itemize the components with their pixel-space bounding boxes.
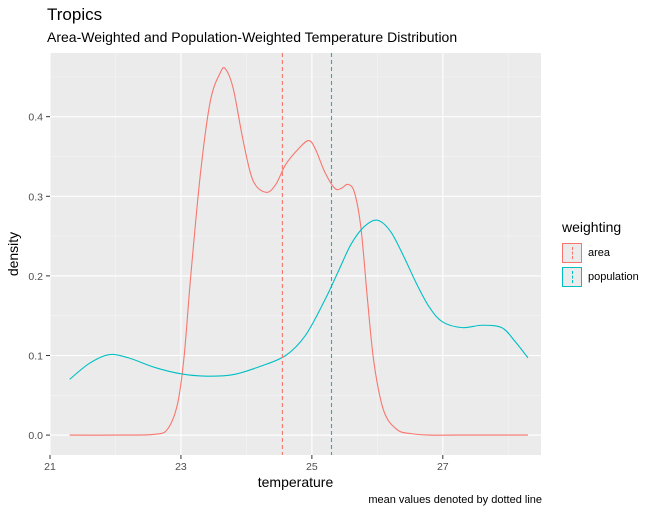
- chart-caption: mean values denoted by dotted line: [368, 494, 542, 506]
- legend-label-population: population: [588, 271, 639, 283]
- y-tick-label: 0.2: [28, 271, 43, 283]
- legend-title: weighting: [562, 219, 622, 235]
- y-tick-label: 0.1: [28, 350, 43, 362]
- x-tick-label: 23: [175, 461, 187, 473]
- plot-panel: [50, 53, 541, 455]
- x-tick-label: 27: [437, 461, 449, 473]
- y-axis-label: density: [5, 232, 21, 276]
- legend-label-area: area: [588, 247, 611, 259]
- legend-key-population: [562, 267, 582, 287]
- x-tick-label: 25: [306, 461, 318, 473]
- chart-subtitle: Area-Weighted and Population-Weighted Te…: [47, 29, 458, 45]
- y-tick-label: 0.3: [28, 191, 43, 203]
- legend-key-area: [562, 243, 582, 263]
- x-axis-label: temperature: [258, 474, 334, 490]
- density-line-population: [69, 219, 529, 380]
- y-tick-label: 0.0: [28, 430, 43, 442]
- y-tick-label: 0.4: [28, 112, 43, 124]
- chart-title: Tropics: [47, 5, 103, 24]
- legend-item-area: area: [562, 241, 639, 265]
- x-tick-label: 21: [44, 461, 56, 473]
- legend-item-population: population: [562, 265, 639, 289]
- density-line-area: [69, 67, 528, 436]
- legend: weighting area population: [562, 219, 639, 289]
